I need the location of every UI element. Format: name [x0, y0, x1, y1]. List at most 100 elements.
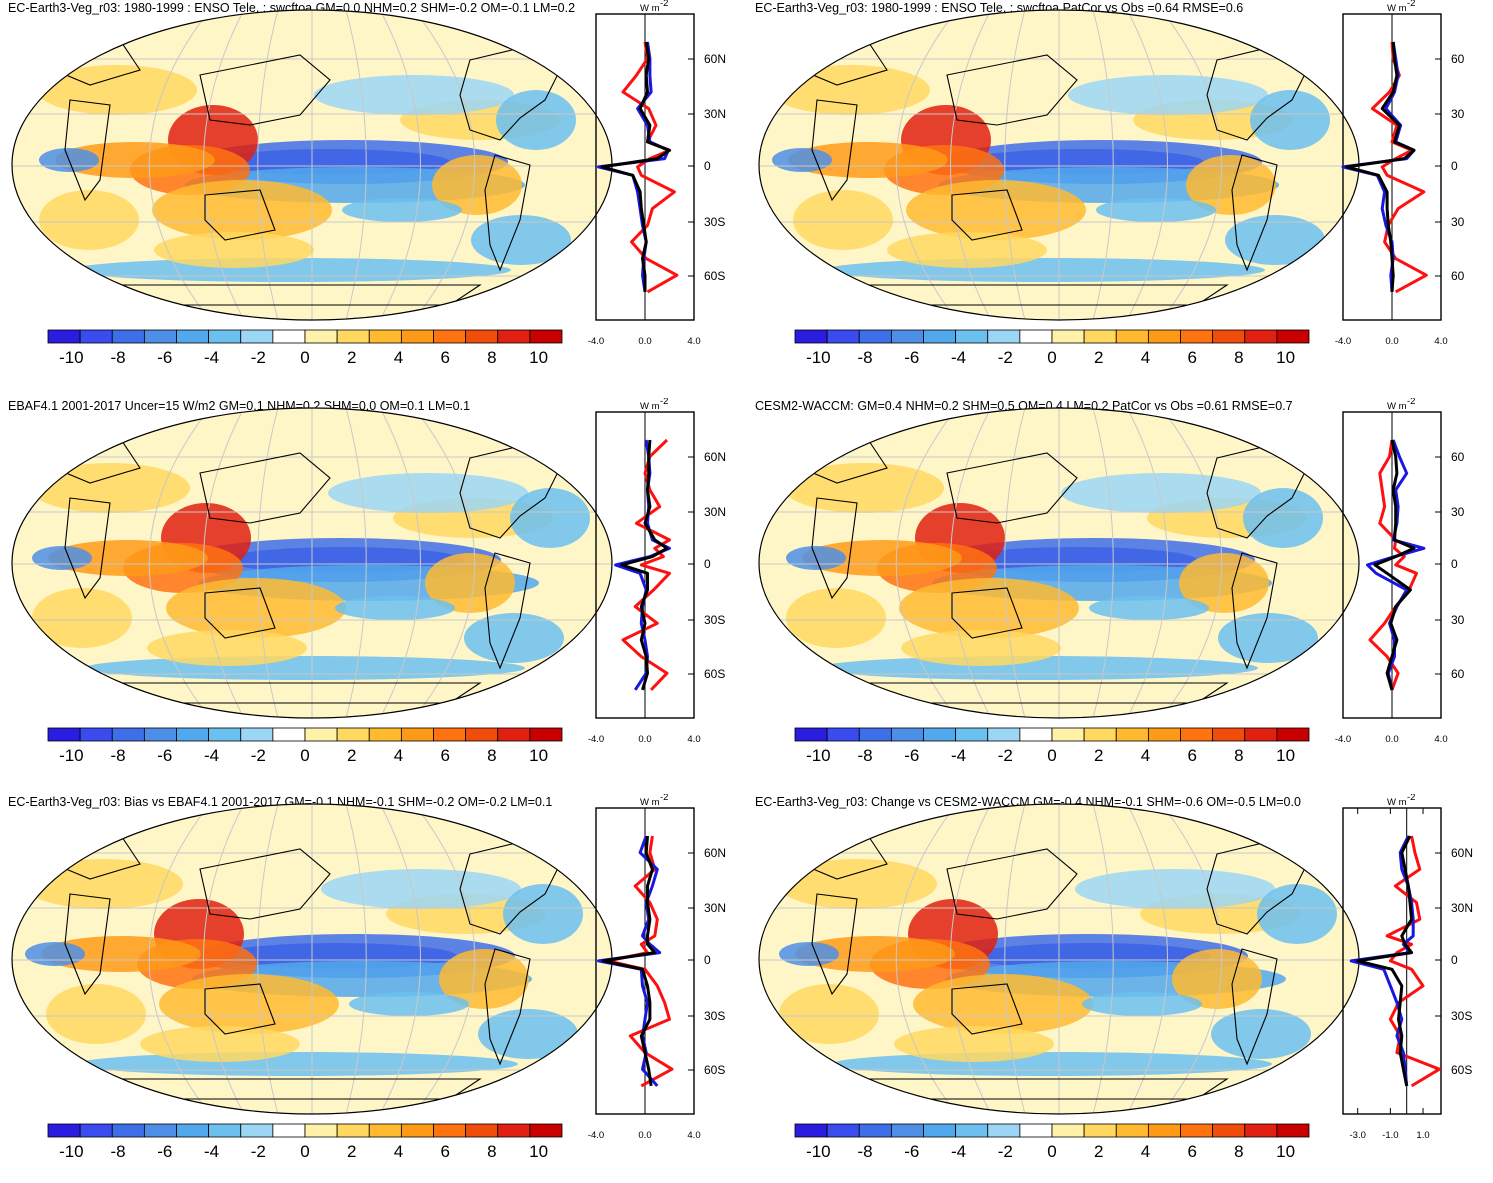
map-projection	[11, 407, 613, 719]
colorbar-swatch	[465, 1123, 499, 1138]
latitude-label: 0	[704, 557, 711, 571]
anomaly-region	[328, 473, 528, 513]
map-projection	[758, 9, 1360, 321]
panel-model-patcor: EC-Earth3-Veg_r03: 1980-1999 : ENSO Tele…	[747, 0, 1493, 389]
latitude-label: 60	[1451, 269, 1465, 283]
zonal-xtick-label: 0.0	[638, 1130, 651, 1141]
zonal-xtick-label: 4.0	[687, 336, 700, 347]
colorbar-tick-label: 4	[1141, 1142, 1150, 1161]
zonal-xtick-label: -4.0	[588, 336, 604, 347]
colorbar-swatch	[465, 727, 499, 742]
colorbar-tick-label: 4	[394, 746, 403, 765]
colorbar-tick-label: 2	[1094, 746, 1103, 765]
colorbar-swatch	[79, 1123, 113, 1138]
colorbar-tick-label: -8	[858, 1142, 873, 1161]
zonal-xtick-label: -4.0	[588, 1130, 604, 1141]
anomaly-region	[1225, 215, 1325, 265]
anomaly-region	[432, 155, 522, 215]
colorbar-swatch	[304, 329, 338, 344]
colorbar-tick-label: 4	[394, 1142, 403, 1161]
colorbar-swatch	[1212, 727, 1246, 742]
colorbar-swatch	[143, 727, 177, 742]
anomaly-region	[1089, 596, 1209, 620]
colorbar-swatch	[1115, 1123, 1149, 1138]
coastline	[811, 893, 858, 996]
zonal-xtick-label: -1.0	[1382, 1130, 1398, 1141]
colorbar-tick-label: -2	[998, 348, 1013, 367]
coastline	[1231, 948, 1278, 1066]
units-label: W m	[1387, 797, 1407, 808]
anomaly-region	[772, 148, 832, 172]
latitude-label: 30	[1451, 215, 1465, 229]
panel-svg: EC-Earth3-Veg_r03: Change vs CESM2-WACCM…	[755, 794, 1473, 1161]
colorbar-swatch	[208, 727, 242, 742]
colorbar-swatch	[176, 1123, 210, 1138]
zonal-mean-plot: -4.0 0.0 4.0 60N 30N 0 30S 60S W m -2	[588, 794, 726, 1141]
colorbar-swatch	[240, 1123, 274, 1138]
colorbar-swatch	[987, 329, 1021, 344]
colorbar-swatch	[1019, 1123, 1053, 1138]
anomaly-region	[25, 942, 85, 966]
colorbar-swatch	[111, 727, 145, 742]
colorbar-swatch	[890, 1123, 924, 1138]
colorbar-tick-label: -10	[59, 1142, 84, 1161]
coastline	[811, 99, 858, 202]
latitude-label: 60	[1451, 667, 1465, 681]
panel-title: CESM2-WACCM: GM=0.4 NHM=0.2 SHM=0.5 OM=0…	[755, 399, 1293, 413]
panel-svg: EC-Earth3-Veg_r03: Bias vs EBAF4.1 2001-…	[8, 794, 726, 1161]
colorbar-tick-label: 2	[347, 1142, 356, 1161]
anomaly-region	[825, 258, 1265, 282]
zonal-xtick-label: 4.0	[687, 734, 700, 745]
zonal-xtick-label: 0.0	[638, 336, 651, 347]
anomaly-region	[439, 949, 529, 1009]
anomaly-region	[154, 232, 314, 268]
colorbar-swatch	[529, 1123, 563, 1138]
anomaly-region	[1211, 1009, 1311, 1059]
colorbar-swatch	[923, 329, 957, 344]
zonal-xtick-label: -4.0	[588, 734, 604, 745]
colorbar-swatch	[240, 329, 274, 344]
anomaly-region	[55, 142, 215, 178]
colorbar-swatch	[1147, 329, 1181, 344]
colorbar-tick-label: 8	[1234, 1142, 1243, 1161]
colorbar-swatch	[143, 329, 177, 344]
colorbar-swatch	[79, 329, 113, 344]
latitude-label: 30N	[1451, 901, 1473, 915]
colorbar-tick-label: 6	[1187, 1142, 1196, 1161]
map-border	[758, 407, 1360, 719]
colorbar-swatch	[336, 1123, 370, 1138]
zonal-mean-plot: -4.0 0.0 4.0 60 30 0 30 60 W m -2	[1335, 398, 1465, 745]
colorbar-swatch	[826, 727, 860, 742]
map-projection	[11, 803, 613, 1115]
anomaly-region	[78, 1052, 518, 1076]
map-projection	[11, 9, 613, 321]
zonal-xtick-label: 4.0	[1434, 734, 1447, 745]
colorbar-tick-label: 0	[300, 1142, 309, 1161]
zonal-mean-plot: -4.0 0.0 4.0 60N 30N 0 30S 60S W m -2	[588, 0, 726, 347]
colorbar-swatch	[272, 727, 306, 742]
anomaly-region	[793, 190, 893, 250]
colorbar-swatch	[987, 727, 1021, 742]
anomaly-region	[1096, 198, 1216, 222]
zonal-mean-plot: -4.0 0.0 4.0 60N 30N 0 30S 60S W m -2	[588, 398, 726, 745]
units-exponent: -2	[1407, 794, 1415, 803]
panel-obs-ebaf: EBAF4.1 2001-2017 Uncer=15 W/m2 GM=0.1 N…	[0, 398, 746, 787]
anomaly-region	[1082, 992, 1202, 1016]
coastline	[199, 848, 331, 920]
colorbar-tick-label: 0	[300, 746, 309, 765]
colorbar-swatch	[400, 329, 434, 344]
coastline	[951, 587, 1023, 639]
colorbar: -10 -8 -6 -4 -2 0 2 4 6 8 10	[47, 329, 563, 367]
latitude-label: 0	[1451, 953, 1458, 967]
panel-title: EC-Earth3-Veg_r03: Bias vs EBAF4.1 2001-…	[8, 795, 552, 809]
latitude-label: 60	[1451, 52, 1465, 66]
colorbar-tick-label: -8	[111, 1142, 126, 1161]
coastline	[946, 452, 1078, 524]
colorbar-swatch	[1019, 727, 1053, 742]
colorbar-tick-label: 4	[394, 348, 403, 367]
colorbar-swatch	[923, 1123, 957, 1138]
coastline	[204, 983, 276, 1035]
colorbar-tick-label: -10	[59, 746, 84, 765]
zonal-xtick-label: 1.0	[1416, 1130, 1429, 1141]
colorbar-swatch	[1244, 329, 1278, 344]
